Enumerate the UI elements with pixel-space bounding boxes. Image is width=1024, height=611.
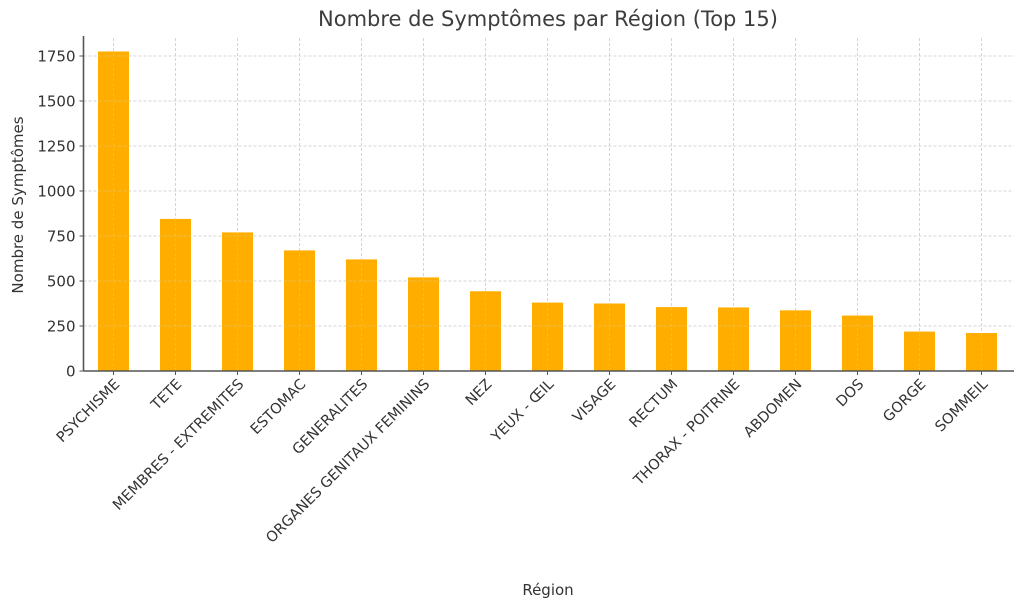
- x-tick-label: YEUX - ŒIL: [488, 377, 557, 446]
- y-axis-ticks: 0 250 500 750 1000 1250 1500 1750: [37, 48, 84, 381]
- y-tick-label: 250: [47, 318, 76, 336]
- x-tick-label: GORGE: [880, 377, 929, 426]
- x-tick-label: VISAGE: [570, 377, 619, 426]
- x-tick-label: MEMBRES - EXTREMITES: [110, 377, 247, 514]
- x-axis-label: Région: [522, 581, 574, 599]
- x-tick-label: PSYCHISME: [54, 377, 123, 446]
- chart-title: Nombre de Symptômes par Région (Top 15): [318, 7, 778, 31]
- bar-series: [83, 38, 1014, 371]
- x-tick-label: SOMMEIL: [933, 377, 992, 436]
- x-tick-label: ABDOMEN: [741, 377, 805, 441]
- y-tick-label: 1000: [37, 183, 75, 201]
- axes: [82, 36, 1014, 372]
- y-tick-label: 1500: [37, 93, 75, 111]
- x-tick-label: TETE: [148, 377, 186, 415]
- x-tick-label: ESTOMAC: [248, 377, 309, 438]
- y-tick-label: 1250: [37, 138, 75, 156]
- x-tick-label: DOS: [834, 377, 868, 411]
- y-tick-label: 750: [47, 228, 76, 246]
- x-tick-label: NEZ: [463, 376, 496, 409]
- x-tick-label: THORAX - POITRINE: [630, 377, 743, 490]
- y-tick-label: 500: [47, 273, 76, 291]
- y-tick-label: 0: [66, 363, 76, 381]
- x-tick-label: RECTUM: [627, 377, 682, 432]
- y-tick-label: 1750: [37, 48, 75, 66]
